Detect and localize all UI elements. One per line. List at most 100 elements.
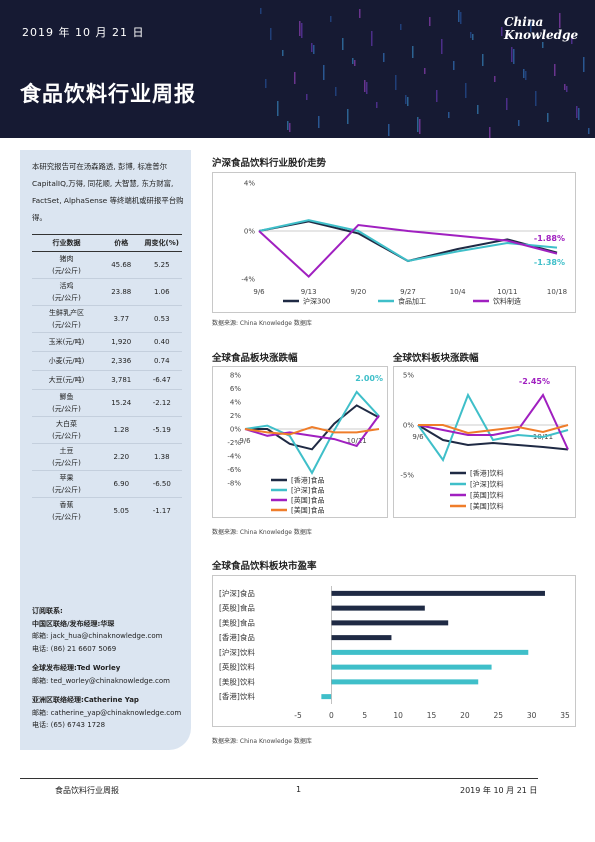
legend-label: 饮料制造 xyxy=(493,297,521,306)
data-label: 2.00% xyxy=(355,374,383,383)
x-tick-label: 10/11 xyxy=(497,288,517,296)
table-row: 活鸡 (元/公斤) 23.88 1.06 xyxy=(32,278,182,306)
y-tick-label: -6% xyxy=(227,466,241,474)
y-tick-label: -2% xyxy=(227,439,241,447)
col-header-change: 周变化(%) xyxy=(141,234,182,252)
bar xyxy=(331,590,545,596)
series-line xyxy=(244,425,380,436)
row-name-cell: 土豆 (元/公斤) xyxy=(32,443,101,471)
header-dot xyxy=(472,34,474,40)
series-line xyxy=(258,219,558,263)
header-dot xyxy=(383,53,385,62)
row-change: 5.25 xyxy=(141,251,182,279)
header-dot xyxy=(419,119,421,134)
row-price: 2,336 xyxy=(101,351,142,371)
row-name: 鲫鱼 xyxy=(59,393,74,401)
footer-page-number: 1 xyxy=(296,785,302,794)
category-label: [香港]饮料 xyxy=(219,691,255,701)
x-tick-label: 0 xyxy=(329,711,334,720)
x-tick-label: 30 xyxy=(527,711,537,720)
chart2-svg: 8% 6% 4% 2% 0% -2% -4% -6% -8% 9/6 10/11 [香港]食品[沪深]… xyxy=(227,372,383,515)
row-change: 0.40 xyxy=(141,332,182,352)
table-row: 苹果 (元/公斤) 6.90 -6.50 xyxy=(32,470,182,498)
industry-price-table: 行业数据 价格 周变化(%) 猪肉 (元/公斤) 45.68 5.25 活鸡 (元/公斤)… xyxy=(32,234,182,524)
row-unit: (元/公斤) xyxy=(52,432,81,440)
table-row: 香蕉 (元/公斤) 5.05 -1.17 xyxy=(32,498,182,525)
row-name-cell: 香蕉 (元/公斤) xyxy=(32,498,101,525)
header-dot xyxy=(535,91,537,106)
category-label: [沪深]食品 xyxy=(219,588,255,598)
y-tick-label: -8% xyxy=(227,480,241,488)
header-dot xyxy=(513,49,515,64)
header-dot xyxy=(277,101,279,116)
report-title: 食品饮料行业周报 xyxy=(20,82,196,106)
legend-label: 食品加工 xyxy=(398,297,426,306)
header-dot xyxy=(359,9,361,18)
header-dot xyxy=(287,121,289,130)
header-dot xyxy=(542,42,544,48)
x-tick-label: 9/20 xyxy=(350,288,366,296)
row-price: 3,781 xyxy=(101,370,142,390)
asia-contact-label: 亚洲区联络经理: xyxy=(32,696,84,704)
x-tick-label: 35 xyxy=(560,711,570,720)
x-tick-label: 10 xyxy=(393,711,403,720)
header-dot xyxy=(395,75,397,90)
header-dot xyxy=(436,90,438,102)
cn-contact-name: 华琛 xyxy=(100,619,115,628)
header-dot xyxy=(588,128,590,134)
header-dot xyxy=(335,87,337,96)
header-dot xyxy=(400,24,402,30)
table-body: 猪肉 (元/公斤) 45.68 5.25 活鸡 (元/公斤) 23.88 1.06 生鲜乳产区 (… xyxy=(32,251,182,525)
global-contact-label: 全球发布经理: xyxy=(32,664,77,672)
row-price: 1,920 xyxy=(101,332,142,352)
series-line xyxy=(417,424,569,451)
x-tick-label: 10/11 xyxy=(347,437,367,445)
data-label: -1.88% xyxy=(534,234,565,243)
header-dot xyxy=(564,84,566,90)
report-header: 2019 年 10 月 21 日 食品饮料行业周报 China Knowledg… xyxy=(0,0,595,138)
row-name-cell: 活鸡 (元/公斤) xyxy=(32,278,101,306)
asia-contact-email[interactable]: 邮箱: catherine_yap@chinaknowledge.com xyxy=(32,708,182,717)
chart3-title: 全球饮料板块涨跌幅 xyxy=(393,353,479,364)
header-dot xyxy=(571,35,573,44)
global-contact-email[interactable]: 邮箱: ted_worley@chinaknowledge.com xyxy=(32,676,170,685)
header-dot xyxy=(518,120,520,126)
header-dot xyxy=(501,27,503,36)
col-header-price: 价格 xyxy=(101,234,142,252)
row-name-cell: 小麦(元/吨) xyxy=(32,351,101,371)
footer-date: 2019 年 10 月 21 日 xyxy=(460,786,538,795)
legend-label: [沪深]食品 xyxy=(291,486,324,495)
header-dot xyxy=(282,50,284,56)
sidebar: 本研究报告可在汤森路透, 彭博, 标准普尔 CapitalIQ,万得, 同花顺,… xyxy=(20,150,191,750)
y-tick-label: 4% xyxy=(230,399,241,407)
bar xyxy=(331,679,479,685)
header-dot xyxy=(347,109,349,124)
row-name: 大白菜 xyxy=(56,420,77,428)
table-row: 玉米(元/吨) 1,920 0.40 xyxy=(32,332,182,352)
row-price: 15.24 xyxy=(101,389,142,417)
x-tick-label: 9/6 xyxy=(239,437,251,445)
series-line xyxy=(417,392,569,463)
header-dot xyxy=(441,39,443,54)
series-line xyxy=(258,223,558,278)
header-dot xyxy=(354,60,356,66)
asia-contact-title: 亚洲区联络经理:Catherine Yap xyxy=(32,694,187,707)
category-label: [香港]食品 xyxy=(219,632,255,642)
x-tick-label: 25 xyxy=(493,711,503,720)
bar xyxy=(331,664,492,670)
legend-label: [沪深]饮料 xyxy=(470,480,503,489)
row-unit: (元/公斤) xyxy=(52,513,81,521)
global-contact-title: 全球发布经理:Ted Worley xyxy=(32,662,187,675)
cn-contact-email[interactable]: 邮箱: jack_hua@chinaknowledge.com xyxy=(32,632,163,640)
subscribe-heading: 订阅联系: xyxy=(32,607,63,615)
row-name: 玉米(元/吨) xyxy=(48,338,85,346)
header-dot xyxy=(301,23,303,38)
x-tick-label: 9/13 xyxy=(301,288,317,296)
chart4-title: 全球食品饮料板块市盈率 xyxy=(212,561,317,572)
category-label: [英股]饮料 xyxy=(219,662,255,672)
header-dot xyxy=(371,31,373,46)
header-dot xyxy=(489,127,491,138)
header-dot xyxy=(313,45,315,54)
header-dot xyxy=(494,76,496,82)
header-dot xyxy=(477,105,479,114)
